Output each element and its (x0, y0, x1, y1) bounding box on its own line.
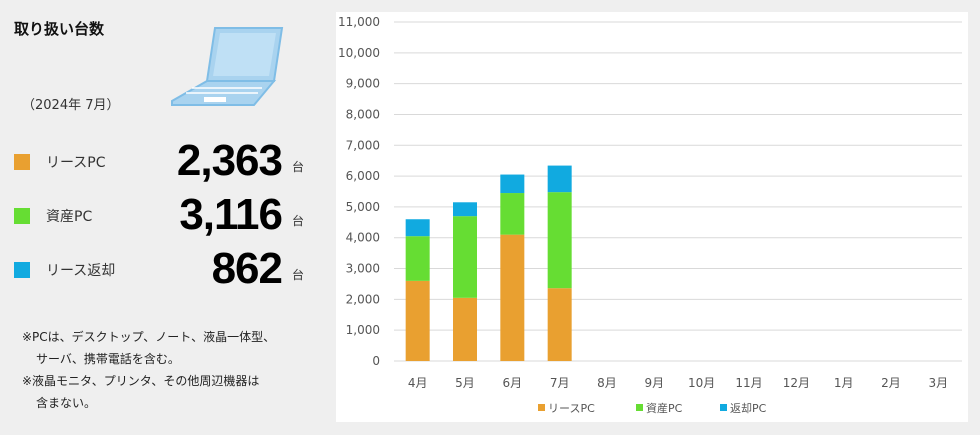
stat-value: 3,116 (179, 190, 283, 239)
y-tick-label: 5,000 (346, 200, 380, 214)
x-tick-label: 12月 (783, 376, 810, 390)
y-tick-label: 3,000 (346, 262, 380, 276)
stat-lease-return: リース返却 862 台 (14, 244, 314, 294)
footnote-line: サーバ、携帯電話を含む。 (36, 352, 180, 366)
bar-segment (500, 174, 525, 194)
x-tick-label: 3月 (929, 376, 949, 390)
summary-panel: 取り扱い台数 （2024年 7月） リースPC 2,363 台 資産PC 3,1… (0, 0, 330, 435)
y-tick-label: 1,000 (346, 323, 380, 337)
x-tick-label: 7月 (550, 376, 570, 390)
bar-segment (547, 192, 572, 289)
x-tick-label: 8月 (597, 376, 617, 390)
bar-segment (547, 165, 572, 193)
bar-segment (453, 216, 477, 298)
stat-unit: 台 (291, 160, 304, 174)
legend-swatch (720, 404, 727, 411)
asset-pc-swatch (14, 208, 30, 224)
stat-label: 資産PC (46, 209, 93, 225)
legend-label: リースPC (548, 402, 595, 415)
x-tick-label: 11月 (735, 376, 762, 390)
y-tick-label: 9,000 (346, 77, 380, 91)
y-tick-label: 0 (372, 354, 380, 368)
bar-segment (453, 297, 477, 361)
footnotes: ※PCは、デスクトップ、ノート、液晶一体型、 サーバ、携帯電話を含む。 ※液晶モ… (22, 326, 322, 414)
stat-asset-pc: 資産PC 3,116 台 (14, 190, 314, 240)
bar-segment (405, 236, 430, 281)
x-tick-label: 10月 (688, 376, 715, 390)
x-tick-label: 5月 (455, 376, 475, 390)
footnote-line: ※PCは、デスクトップ、ノート、液晶一体型、 (22, 330, 276, 344)
legend-label: 資産PC (646, 402, 683, 415)
x-tick-label: 2月 (881, 376, 901, 390)
bar-segment (405, 280, 430, 361)
bar-segment (453, 202, 477, 217)
stat-unit: 台 (291, 268, 304, 282)
stat-value: 862 (211, 244, 283, 293)
y-tick-label: 11,000 (338, 15, 380, 29)
period-label: （2024年 7月） (22, 98, 120, 113)
stat-label: リースPC (46, 155, 106, 171)
panel-title: 取り扱い台数 (14, 20, 105, 38)
y-tick-label: 7,000 (346, 138, 380, 152)
stacked-bar-chart: 0 1,000 2,000 3,000 4,000 5,000 6,000 7,000 8,00… (338, 15, 962, 415)
x-tick-label: 6月 (503, 376, 523, 390)
footnote-line: ※液晶モニタ、プリンタ、その他周辺機器は (22, 374, 260, 388)
y-tick-label: 8,000 (346, 107, 380, 121)
lease-pc-swatch (14, 154, 30, 170)
footnote-line: 含まない。 (36, 396, 97, 410)
bar-segment (405, 219, 430, 237)
lease-return-swatch (14, 262, 30, 278)
y-tick-label: 4,000 (346, 231, 380, 245)
legend-swatch (538, 404, 545, 411)
y-tick-label: 6,000 (346, 169, 380, 183)
legend-swatch (636, 404, 643, 411)
stat-unit: 台 (291, 214, 304, 228)
x-tick-label: 9月 (645, 376, 665, 390)
bar-segment (500, 193, 525, 235)
y-tick-label: 2,000 (346, 292, 380, 306)
stat-lease-pc: リースPC 2,363 台 (14, 136, 314, 186)
bar-segment (500, 234, 525, 361)
legend-label: 返却PC (730, 402, 767, 415)
chart-panel: 0 1,000 2,000 3,000 4,000 5,000 6,000 7,000 8,00… (336, 12, 968, 422)
stat-label: リース返却 (46, 263, 116, 279)
x-tick-label: 4月 (408, 376, 428, 390)
x-tick-label: 1月 (834, 376, 854, 390)
laptop-icon (171, 27, 284, 106)
stat-value: 2,363 (176, 136, 283, 185)
bar-segment (547, 288, 572, 361)
y-tick-label: 10,000 (338, 46, 380, 60)
